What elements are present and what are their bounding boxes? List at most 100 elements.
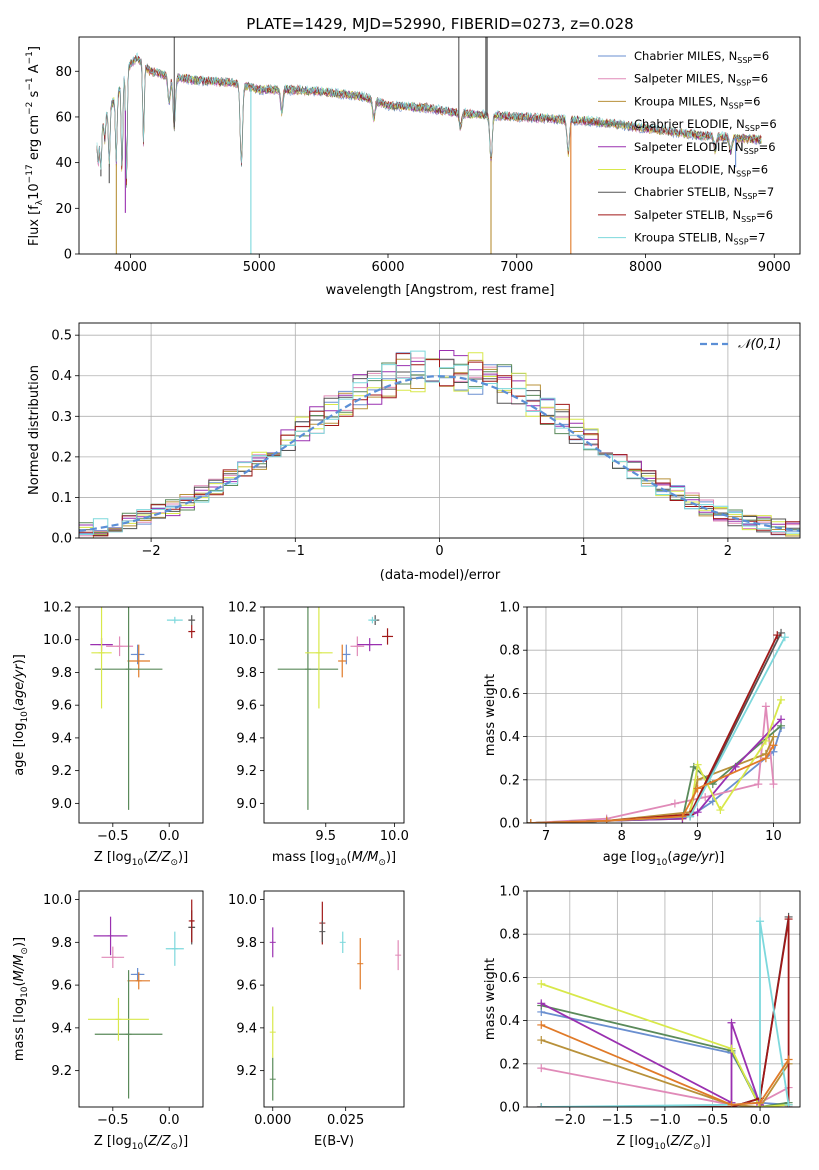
x-tick-label: −2.0	[554, 1113, 586, 1128]
y-tick-label: 0.6	[499, 971, 520, 986]
legend-entry: Chabrier STELIB, NSSP=7	[634, 185, 774, 201]
x-tick-label: 7	[542, 829, 550, 844]
y-tick-label: 0.2	[499, 773, 520, 788]
x-tick-label: 6000	[371, 260, 404, 275]
weight-marker	[784, 915, 793, 924]
x-axis-label: (data-model)/error	[380, 568, 501, 583]
y-axis-label: mass weight	[483, 674, 498, 756]
y-tick-label: 0.4	[51, 369, 72, 384]
y-tick-label: 0.6	[499, 687, 520, 702]
x-tick-label: −0.5	[97, 1113, 129, 1128]
data-point	[269, 1057, 276, 1101]
weight-marker	[761, 754, 770, 763]
spectrum-panel: 4000 5000 6000 7000 8000 9000 0 20 40 60 80 wavelen…	[25, 36, 801, 298]
x-tick-label: 4000	[114, 260, 147, 275]
legend-entry: Salpeter ELODIE, NSSP=6	[634, 140, 776, 156]
data-point	[277, 607, 339, 810]
data-point	[101, 946, 125, 968]
y-tick-label: 9.4	[236, 1021, 257, 1036]
weight-marker	[678, 812, 687, 821]
y-axis-label: age [log10(age/yr)]	[12, 654, 30, 776]
y-tick-label: 9.2	[236, 1064, 257, 1079]
y-tick-label: 9.4	[236, 731, 257, 746]
y-tick-label: 9.2	[51, 764, 72, 779]
y-tick-label: 10.0	[228, 893, 257, 908]
legend-entry: Kroupa ELODIE, NSSP=6	[634, 163, 768, 179]
x-tick-label: 1	[580, 544, 588, 559]
y-tick-label: 60	[55, 110, 72, 125]
data-point	[93, 916, 128, 956]
y-tick-label: 0.3	[51, 410, 72, 425]
weight-marker	[731, 762, 740, 771]
data-point	[269, 927, 276, 958]
weight-series	[530, 636, 786, 823]
weight-marker	[537, 1036, 546, 1045]
weight-marker	[693, 784, 702, 793]
y-tick-label: 9.8	[236, 936, 257, 951]
weight-marker	[784, 1100, 793, 1107]
data-point	[188, 615, 196, 625]
plot-area	[90, 607, 196, 810]
weight-series	[540, 1024, 790, 1106]
data-point	[319, 920, 326, 943]
data-point	[188, 899, 195, 943]
data-point	[127, 972, 151, 990]
data-point	[357, 638, 383, 652]
x-axis-label: Z [log10(Z/Z⊙)]	[94, 850, 188, 868]
legend-entry: Kroupa STELIB, NSSP=7	[634, 231, 765, 247]
weight-marker	[537, 1064, 546, 1073]
weight-marker	[727, 1018, 736, 1027]
y-tick-label: 9.8	[51, 936, 72, 951]
plot-area	[88, 899, 196, 1099]
data-point	[88, 997, 149, 1041]
weight-vs-age-panel: 7 8 9 10 0.0 0.2 0.4 0.6 0.8 1.0 age [log10(age/yr…	[483, 601, 801, 868]
x-tick-label: −1.5	[602, 1113, 634, 1128]
weight-marker	[769, 732, 778, 741]
weight-marker	[773, 631, 782, 640]
weight-marker	[756, 1098, 765, 1107]
data-point	[395, 940, 402, 971]
axes-frame	[78, 322, 801, 539]
weight-marker	[727, 1100, 736, 1107]
axes-frame	[526, 606, 801, 824]
data-point	[350, 636, 365, 657]
data-point	[305, 607, 333, 709]
data-point	[94, 970, 163, 1099]
weight-marker	[693, 808, 702, 817]
x-tick-label: 8000	[629, 260, 662, 275]
age-vs-mass-panel: 9.5 10.0 9.0 9.2 9.4 9.6 9.8 10.0 10.2 mass [log1…	[228, 601, 409, 869]
plot-area	[277, 607, 394, 810]
weight-marker	[537, 1020, 546, 1029]
legend-entry: Salpeter MILES, NSSP=6	[634, 72, 768, 88]
data-point	[188, 625, 196, 639]
y-tick-label: 10.0	[43, 633, 72, 648]
y-tick-label: 0.5	[51, 329, 72, 344]
y-tick-label: 0.1	[51, 491, 72, 506]
data-point	[166, 616, 183, 624]
data-point	[339, 931, 346, 954]
weight-marker	[769, 780, 778, 789]
y-tick-label: 0.2	[499, 1057, 520, 1072]
histogram-series	[79, 350, 800, 538]
y-tick-label: 9.4	[51, 731, 72, 746]
weight-series	[530, 632, 782, 823]
weight-series	[530, 634, 779, 823]
weight-series	[541, 983, 789, 1107]
y-tick-label: 9.8	[51, 666, 72, 681]
x-tick-label: 8	[618, 829, 626, 844]
weight-marker	[716, 806, 725, 815]
x-tick-label: 0.000	[254, 1113, 291, 1128]
x-tick-label: 7000	[500, 260, 533, 275]
x-tick-label: 0.0	[750, 1113, 771, 1128]
weight-marker	[693, 760, 702, 769]
weight-marker	[727, 1044, 736, 1053]
data-point	[382, 628, 394, 645]
y-tick-label: 0	[64, 248, 72, 263]
axes-frame	[78, 606, 204, 824]
legend-entry: 𝒩(0,1)	[738, 337, 781, 352]
weight-marker	[769, 741, 778, 750]
data-point	[368, 616, 377, 624]
spectrum-line	[96, 52, 762, 179]
weight-marker	[537, 999, 546, 1008]
